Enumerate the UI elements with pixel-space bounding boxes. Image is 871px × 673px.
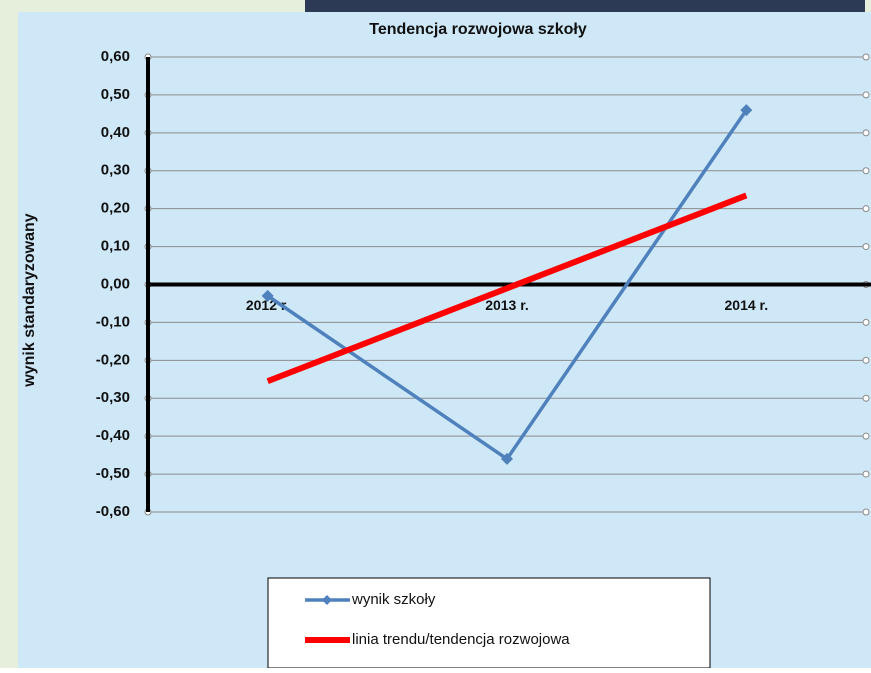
y2-tick-mark bbox=[863, 130, 869, 136]
x-tick-label: 2013 r. bbox=[485, 297, 529, 313]
chart: Tendencja rozwojowa szkoły wynik standar… bbox=[0, 0, 871, 668]
y-tick-label: -0,60 bbox=[96, 503, 130, 520]
y-tick-label: -0,30 bbox=[96, 389, 130, 406]
y2-tick-mark bbox=[863, 168, 869, 174]
y2-tick-mark bbox=[863, 395, 869, 401]
page: Tendencja rozwojowa szkoły wynik standar… bbox=[0, 0, 871, 673]
y2-tick-mark bbox=[863, 319, 869, 325]
y2-tick-mark bbox=[863, 206, 869, 212]
y-tick-label: 0,30 bbox=[101, 162, 130, 179]
y-tick-label: 0,00 bbox=[101, 275, 130, 292]
y-tick-label: 0,10 bbox=[101, 238, 130, 255]
y2-tick-mark bbox=[863, 509, 869, 515]
y2-tick-mark bbox=[863, 54, 869, 60]
legend-label: wynik szkoły bbox=[351, 591, 436, 608]
y2-tick-mark bbox=[863, 471, 869, 477]
y2-tick-mark bbox=[863, 433, 869, 439]
y-axis-label: wynik standaryzowany bbox=[21, 213, 38, 387]
x-tick-label: 2014 r. bbox=[725, 297, 769, 313]
y2-tick-mark bbox=[863, 92, 869, 98]
legend-label: linia trendu/tendencja rozwojowa bbox=[352, 631, 570, 648]
legend-box bbox=[268, 578, 710, 668]
y-tick-label: -0,20 bbox=[96, 351, 130, 368]
y-tick-label: -0,40 bbox=[96, 427, 130, 444]
chart-title: Tendencja rozwojowa szkoły bbox=[369, 21, 587, 38]
y2-tick-mark bbox=[863, 244, 869, 250]
y-tick-label: 0,50 bbox=[101, 86, 130, 103]
y-tick-label: 0,40 bbox=[101, 124, 130, 141]
y-tick-label: -0,50 bbox=[96, 465, 130, 482]
y-tick-label: -0,10 bbox=[96, 313, 130, 330]
y2-tick-mark bbox=[863, 357, 869, 363]
background-photo bbox=[305, 0, 865, 14]
y-tick-label: 0,20 bbox=[101, 200, 130, 217]
y-tick-label: 0,60 bbox=[101, 48, 130, 65]
